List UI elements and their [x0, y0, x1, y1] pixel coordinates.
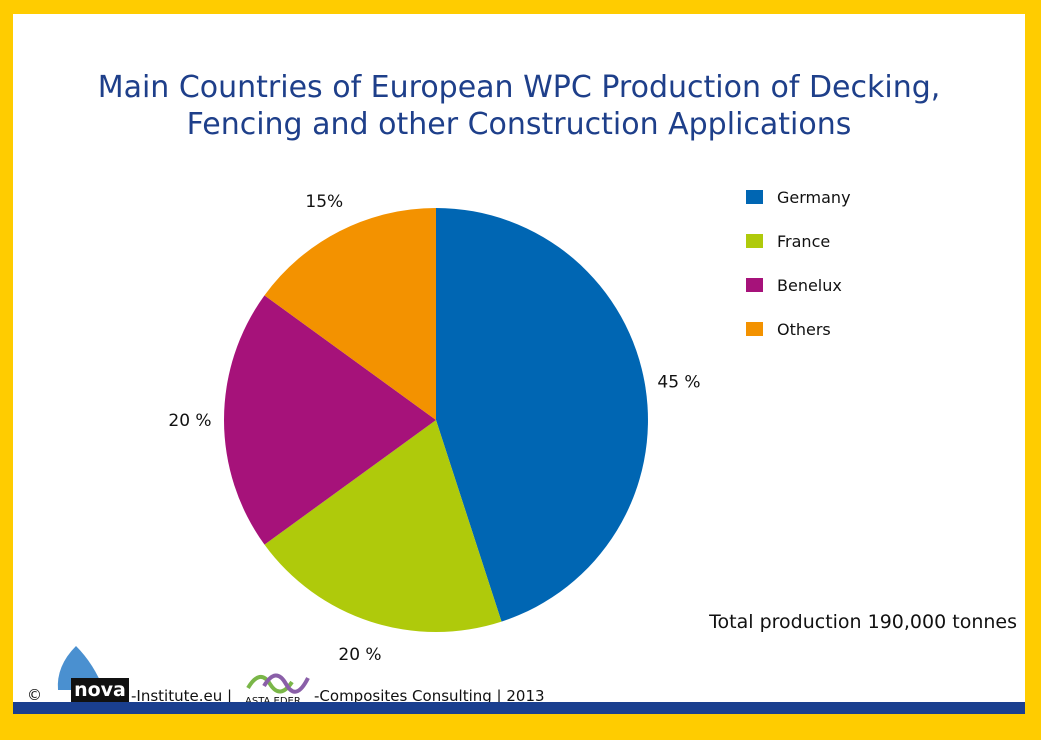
- pie-slice-others: [264, 208, 436, 420]
- legend-swatch-germany: [746, 190, 763, 204]
- pie-slice-benelux: [224, 295, 436, 545]
- total-production-note: Total production 190,000 tonnes: [709, 611, 1017, 633]
- bottom-bar: [13, 702, 1025, 714]
- legend-swatch-others: [746, 322, 763, 336]
- legend-label-others: Others: [777, 320, 831, 339]
- data-label-benelux: 20 %: [168, 411, 211, 431]
- consulting-text: -Composites Consulting | 2013: [314, 687, 545, 705]
- pie-slices: [224, 208, 648, 632]
- data-label-france: 20 %: [338, 645, 381, 665]
- pie-chart: 45 % 20 % 20 % 15% Germany France Benelux Othe…: [168, 188, 851, 665]
- legend-label-benelux: Benelux: [777, 276, 842, 295]
- institute-text: -Institute.eu |: [131, 687, 233, 705]
- asta-eder-logo-word: ASTA EDER: [245, 696, 301, 707]
- legend-label-germany: Germany: [777, 188, 851, 207]
- asta-eder-wave-logo-icon: [246, 673, 310, 694]
- legend-swatch-france: [746, 234, 763, 248]
- footer-credits: © nova -Institute.eu | ASTA EDER -Compos…: [13, 646, 713, 714]
- data-label-germany: 45 %: [657, 373, 700, 393]
- legend-swatch-benelux: [746, 278, 763, 292]
- chart-panel: Main Countries of European WPC Productio…: [13, 14, 1025, 714]
- legend: Germany France Benelux Others: [746, 188, 851, 339]
- chart-title-line-2: Fencing and other Construction Applicati…: [186, 107, 852, 142]
- chart-title-line-1: Main Countries of European WPC Productio…: [97, 70, 941, 105]
- pie-data-labels: 45 % 20 % 20 % 15%: [168, 192, 700, 665]
- legend-label-france: France: [777, 232, 830, 251]
- copyright-symbol: ©: [27, 686, 42, 704]
- chart-title: Main Countries of European WPC Productio…: [13, 69, 1025, 143]
- pie-slice-france: [264, 420, 502, 632]
- pie-slice-germany: [436, 208, 648, 622]
- data-label-others: 15%: [305, 192, 343, 212]
- nova-logo-word: nova: [71, 678, 129, 702]
